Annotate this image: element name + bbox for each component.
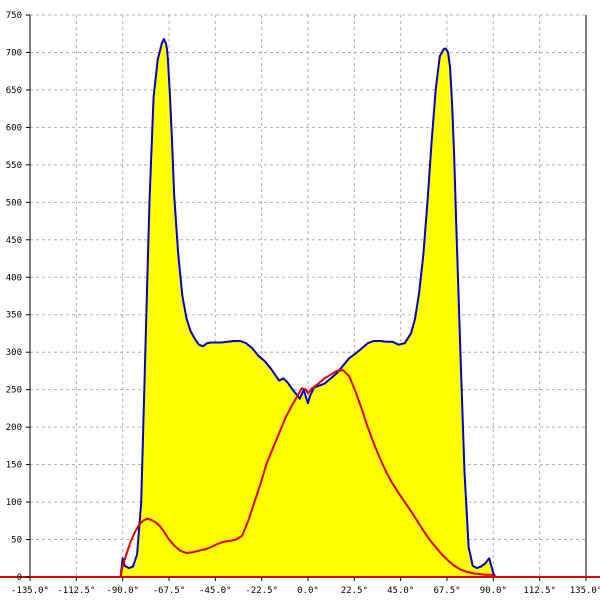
y-tick-label: 700 [6, 48, 22, 58]
y-tick-label: 50 [11, 536, 22, 546]
axes [0, 15, 600, 578]
x-tick-label: 45.0° [387, 586, 414, 596]
y-tick-label: 300 [6, 348, 22, 358]
x-tick-label: 22.5° [341, 586, 368, 596]
y-tick-label: 100 [6, 498, 22, 508]
x-tick-label: -135.0° [11, 586, 49, 596]
y-tick-label: 250 [6, 386, 22, 396]
x-axis-ticks: -135.0° -112.5° -90.0° -67.5° -45.0° -22.5° 0.… [11, 577, 600, 596]
x-tick-label: -67.5° [153, 586, 186, 596]
y-tick-label: 550 [6, 161, 22, 171]
x-tick-label: -22.5° [245, 586, 278, 596]
y-tick-label: 450 [6, 236, 22, 246]
series-1-line [30, 369, 586, 578]
x-tick-label: 135.0° [570, 586, 600, 596]
y-tick-label: 350 [6, 311, 22, 321]
y-tick-label: 0 [17, 573, 22, 583]
y-tick-label: 600 [6, 123, 22, 133]
y-tick-label: 650 [6, 86, 22, 96]
x-tick-label: 67.5° [433, 586, 460, 596]
y-tick-label: 750 [6, 11, 22, 21]
x-tick-label: 0.0° [297, 586, 319, 596]
x-tick-label: 90.0° [480, 586, 507, 596]
x-tick-label: -112.5° [57, 586, 95, 596]
x-tick-label: -45.0° [199, 586, 232, 596]
series-layer [30, 37, 586, 578]
y-tick-label: 400 [6, 273, 22, 283]
y-tick-label: 500 [6, 198, 22, 208]
x-tick-label: 112.5° [523, 586, 556, 596]
y-tick-label: 200 [6, 423, 22, 433]
y-tick-label: 150 [6, 461, 22, 471]
series-0-area [30, 38, 586, 578]
x-tick-label: -90.0° [106, 586, 139, 596]
y-axis-ticks: 0 50 100 150 200 250 300 350 400 450 500 550 600 650 7… [6, 11, 30, 583]
